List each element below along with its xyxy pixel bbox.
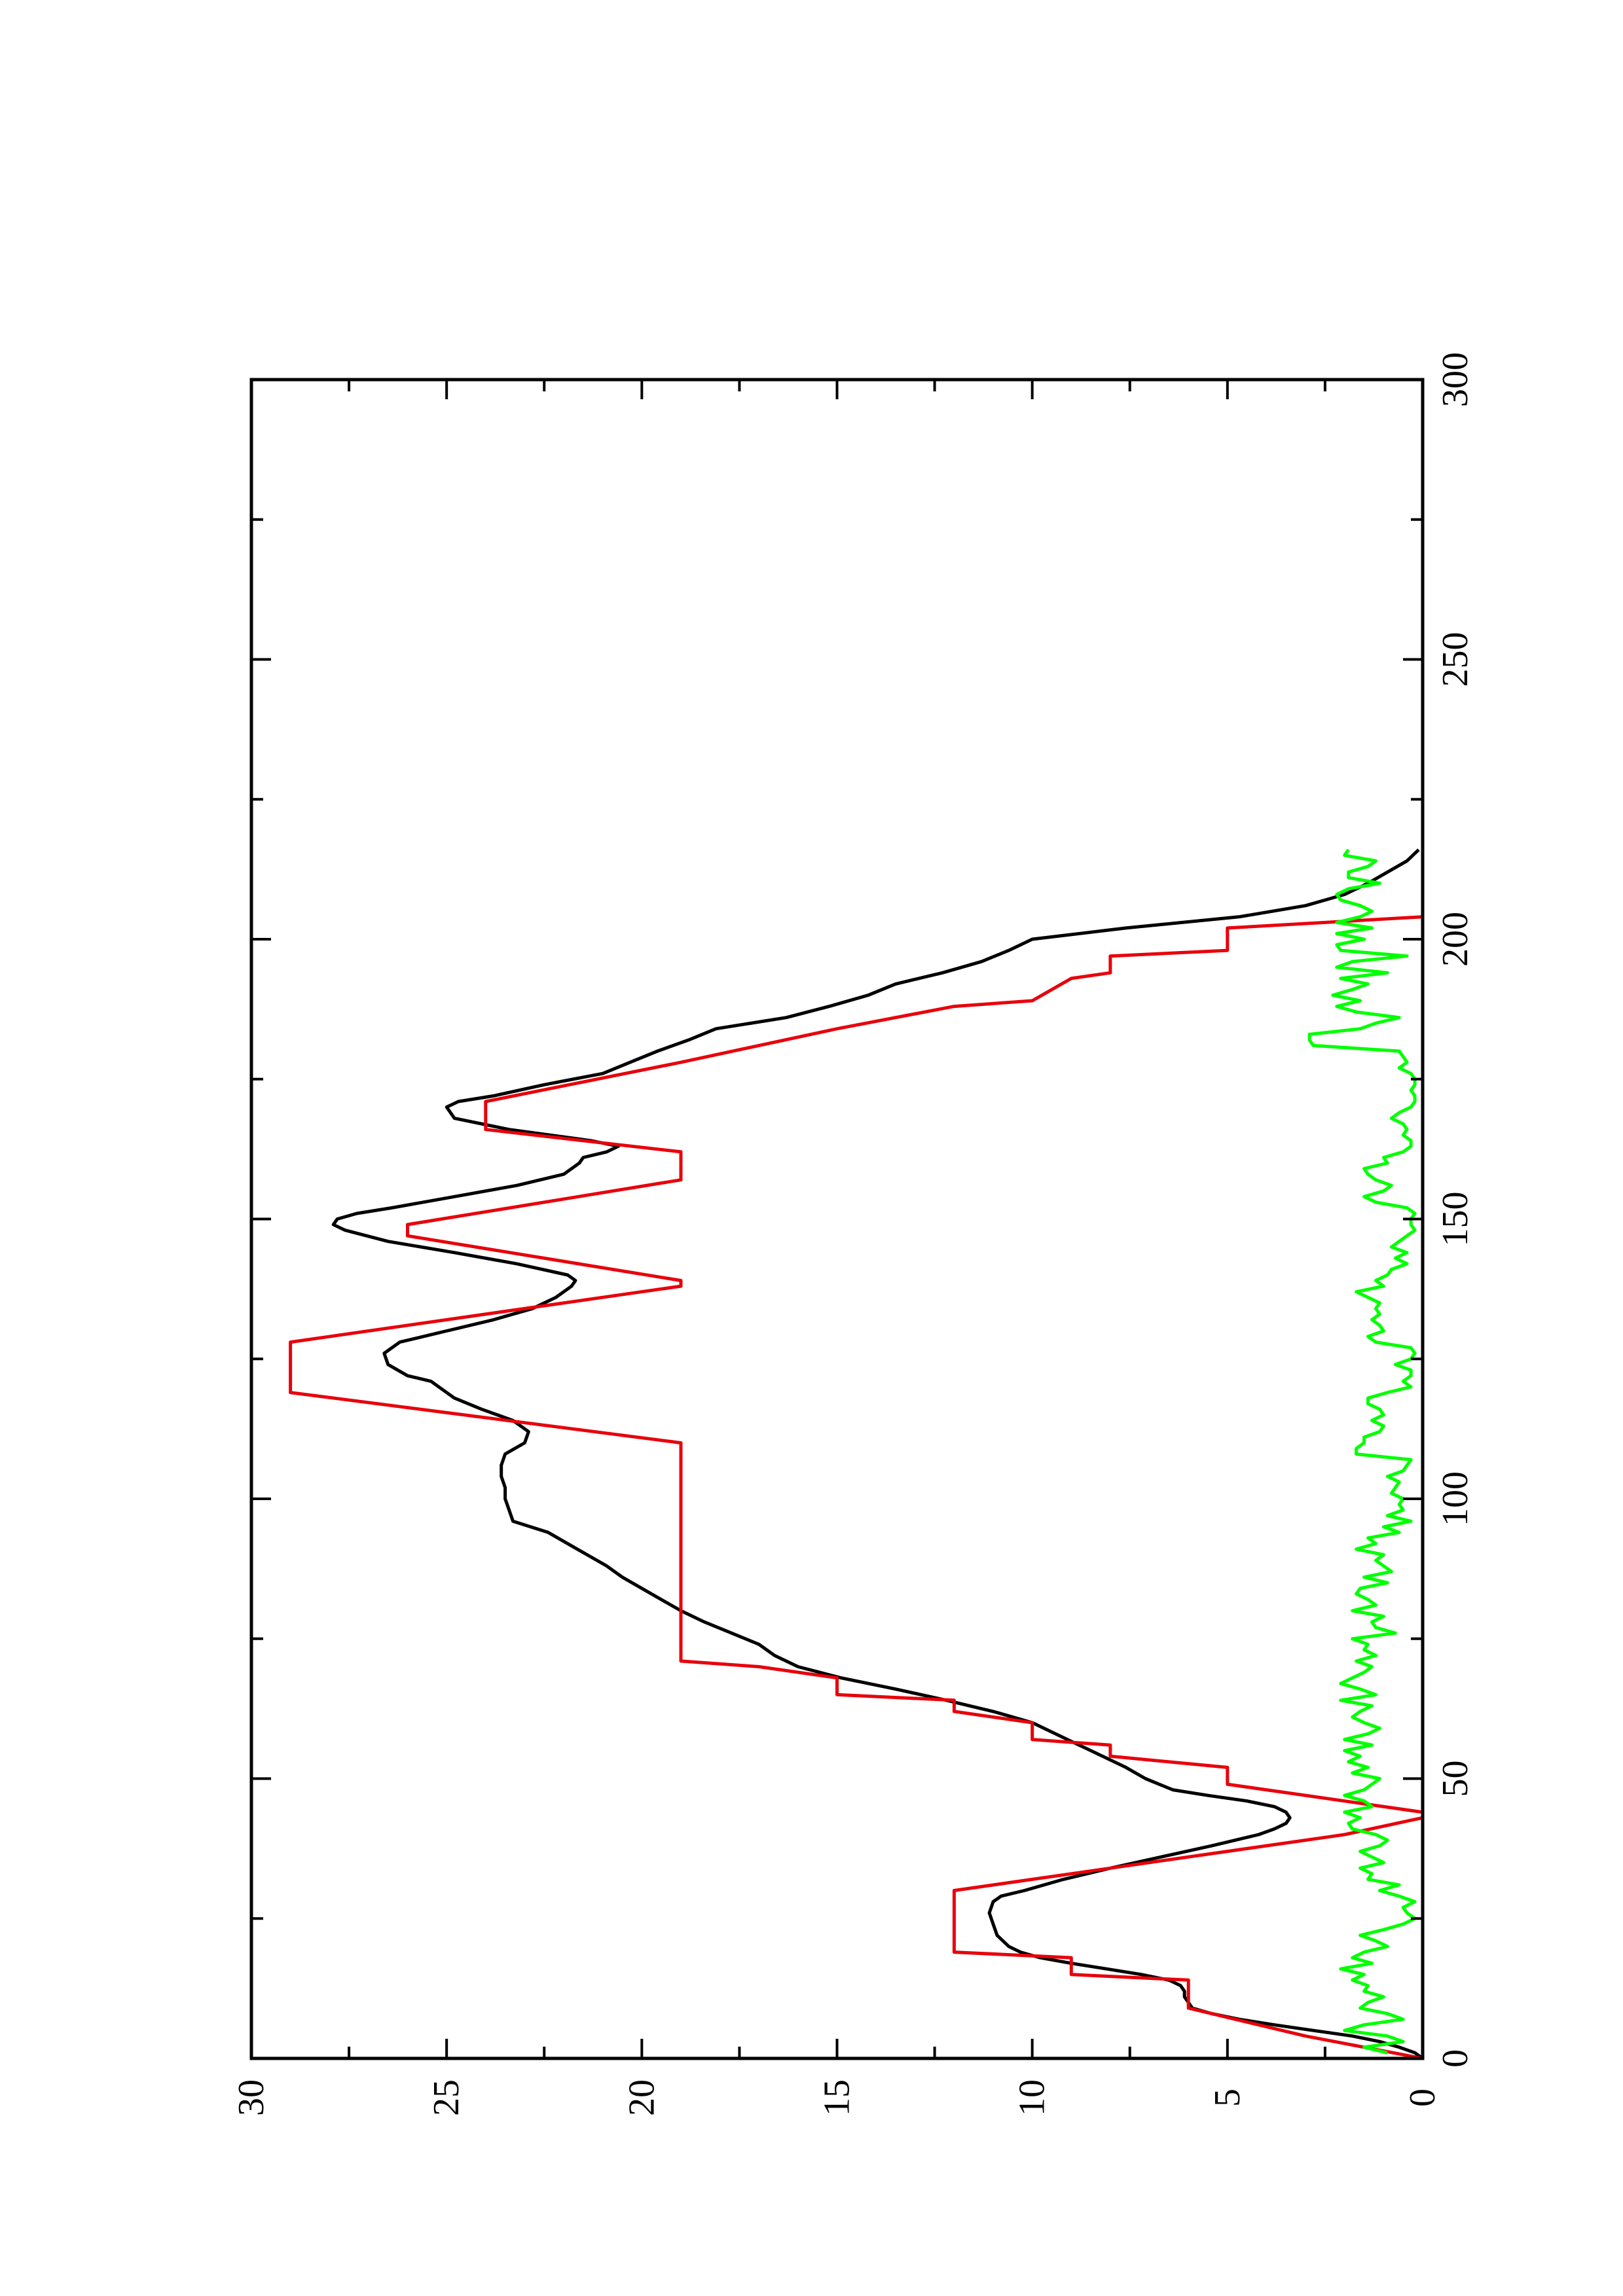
- y-tick-label: 5: [1207, 2089, 1248, 2107]
- y-tick-label: 0: [1402, 2089, 1443, 2107]
- x-tick-label: 150: [1435, 1192, 1476, 1247]
- x-tick-label: 100: [1435, 1471, 1476, 1526]
- x-tick-label: 50: [1435, 1761, 1476, 1797]
- y-tick-label: 30: [231, 2079, 272, 2116]
- x-tick-label: 300: [1435, 352, 1476, 407]
- y-tick-label: 25: [426, 2079, 467, 2116]
- y-tick-label: 10: [1012, 2079, 1053, 2116]
- series-2-line: [1307, 848, 1417, 2054]
- y-tick-label: 15: [817, 2079, 858, 2116]
- x-tick-label: 0: [1435, 2049, 1476, 2068]
- y-tick-label: 20: [621, 2079, 662, 2116]
- label-layer: 0 50 100 150 200 250 300 0 5 10 15 20 25 30: [231, 352, 1476, 2116]
- series-1-line: [289, 915, 1425, 2060]
- plot-area: [251, 380, 1423, 2058]
- series-0-line: [331, 848, 1424, 2060]
- x-tick-label: 200: [1435, 912, 1476, 967]
- x-tick-label: 250: [1435, 632, 1476, 687]
- series-layer: [289, 848, 1425, 2060]
- tick-layer: [250, 378, 1424, 2060]
